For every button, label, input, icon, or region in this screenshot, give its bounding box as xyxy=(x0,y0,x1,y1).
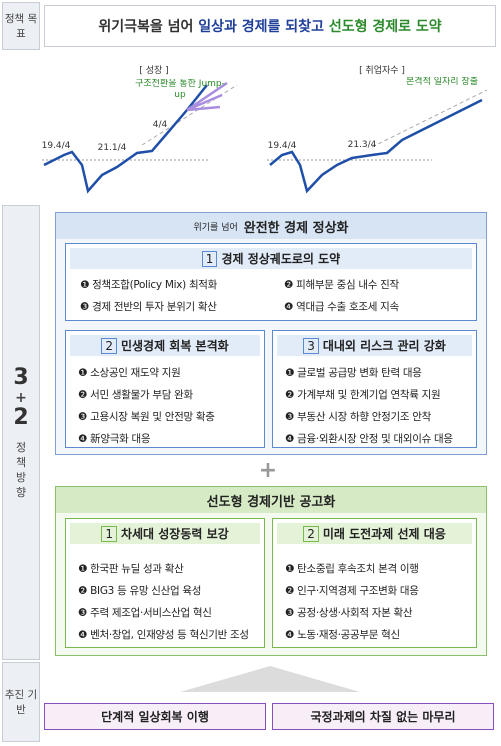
big-number: 3 xyxy=(13,364,29,390)
section-header: 1 차세대 성장동력 보강 xyxy=(70,523,260,544)
jobs-chart: [ 취업자수 ] 19.4/4 21.3/4 본격적 일자리 창출 xyxy=(267,65,488,194)
base-box: 국정과제의 차질 없는 마무리 xyxy=(272,703,494,730)
point-label: 19.4/4 xyxy=(268,141,297,151)
item: ❹ 벤처·창업, 인재양성 등 혁신기반 조성 xyxy=(78,629,249,641)
chart-label: [ 취업자수 ] xyxy=(359,65,405,76)
item: ❶ 소상공인 재도약 지원 xyxy=(78,367,181,379)
section-box: 1 경제 정상궤도로의 도약 ❶ 정책조합(Policy Mix) 최적화 ❷ 피해부… xyxy=(65,243,477,321)
direction-panel: 3 + 2 정책방향 xyxy=(2,205,40,660)
section-number: 2 xyxy=(101,338,117,354)
section-title: 경제 정상궤도로의 도약 xyxy=(221,252,341,266)
item: ❹ 노동·재정·공공부문 혁신 xyxy=(285,629,400,641)
section-header: 2 미래 도전과제 선제 대응 xyxy=(277,523,472,544)
plus-sign: + xyxy=(258,458,278,483)
section-title: 미래 도전과제 선제 대응 xyxy=(322,527,446,541)
item: ❷ BIG3 등 유망 신산업 육성 xyxy=(78,585,202,597)
section-box: 1 차세대 성장동력 보강 ❶ 한국판 뉴딜 성과 확산 ❷ BIG3 등 유망 신산… xyxy=(65,518,265,648)
item: ❹ 금융·외환시장 안정 및 대외이슈 대응 xyxy=(285,433,453,445)
section-number: 1 xyxy=(101,526,117,542)
section-title: 민생경제 회복 본격화 xyxy=(120,339,229,353)
section-number: 2 xyxy=(303,526,319,542)
header-title: 완전한 경제 정상화 xyxy=(243,220,349,236)
item: ❸ 부동산 시장 하향 안정기조 안착 xyxy=(285,411,431,423)
section-title: 대내외 리스크 관리 강화 xyxy=(322,339,446,353)
base-label: 추진 기반 xyxy=(2,662,40,742)
item: ❸ 주력 제조업·서비스산업 혁신 xyxy=(78,607,212,619)
point-label: 19.4/4 xyxy=(42,141,71,151)
item: ❶ 한국판 뉴딜 성과 확산 xyxy=(78,563,184,575)
charts: [ 성장 ] 19.4/4 21.1/4 4/4 구조전환을 통한 Jump-u… xyxy=(42,65,488,194)
section-header: 2 민생경제 회복 본격화 xyxy=(70,335,260,356)
chart-note: 본격적 일자리 창출 xyxy=(406,77,478,87)
jobs-line xyxy=(269,98,483,194)
section-box: 3 대내외 리스크 관리 강화 ❶ 글로벌 공급망 변화 탄력 대응 ❷ 가계부채 및… xyxy=(272,330,477,448)
trend xyxy=(371,89,488,148)
direction-label: 정책방향 xyxy=(15,440,27,499)
item: ❹ 역대급 수출 호조세 지속 xyxy=(284,301,399,313)
big-number: 2 xyxy=(13,404,29,430)
title-bar: 위기극복을 넘어 일상과 경제를 되찾고 선도형 경제로 도약 xyxy=(44,5,496,47)
title-part: 일상과 경제를 되찾고 xyxy=(198,19,329,35)
base-box: 단계적 일상회복 이행 xyxy=(44,703,266,730)
item: ❸ 경제 전반의 투자 분위기 확산 xyxy=(80,301,217,313)
growth-line xyxy=(43,84,208,194)
item: ❶ 글로벌 공급망 변화 탄력 대응 xyxy=(285,367,422,379)
item: ❸ 공정·상생·사회적 자본 확산 xyxy=(285,607,413,619)
item: ❷ 가계부채 및 한계기업 연착륙 지원 xyxy=(285,389,441,401)
item: ❷ 인구·지역경제 구조변화 대응 xyxy=(285,585,419,597)
section-header: 1 경제 정상궤도로의 도약 xyxy=(70,248,472,269)
point-label: 21.1/4 xyxy=(98,143,127,153)
box-header: 선도형 경제기반 공고화 xyxy=(56,487,486,513)
growth-chart: [ 성장 ] 19.4/4 21.1/4 4/4 구조전환을 통한 Jump-u… xyxy=(42,65,238,194)
box-header: 위기를 넘어 완전한 경제 정상화 xyxy=(56,213,486,239)
chart-label: [ 성장 ] xyxy=(139,65,168,76)
item: ❶ 정책조합(Policy Mix) 최적화 xyxy=(80,279,218,291)
goal-label: 정책 목표 xyxy=(2,2,40,50)
item: ❶ 탄소중립 후속조치 본격 이행 xyxy=(285,563,419,575)
item: ❷ 서민 생활물가 부담 완화 xyxy=(78,389,193,401)
item: ❹ 新양극화 대응 xyxy=(78,433,151,445)
title-part: 위기극복을 넘어 xyxy=(98,19,199,35)
section-number: 1 xyxy=(201,251,218,267)
section-header: 3 대내외 리스크 관리 강화 xyxy=(277,335,472,356)
chart-note: 구조전환을 통한 Jump-up xyxy=(135,79,225,100)
growth-arrows xyxy=(186,81,228,112)
header-prefix: 위기를 넘어 xyxy=(193,222,238,233)
item: ❷ 피해부문 중심 내수 진작 xyxy=(284,279,399,291)
point-label: 4/4 xyxy=(153,120,168,130)
section-box: 2 미래 도전과제 선제 대응 ❶ 탄소중립 후속조치 본격 이행 ❷ 인구·지역경제… xyxy=(272,518,477,648)
title-part: 선도형 경제로 도약 xyxy=(328,19,442,35)
point-label: 21.3/4 xyxy=(348,140,377,150)
section-number: 3 xyxy=(303,338,319,354)
arrow-shape xyxy=(180,666,360,692)
section-box: 2 민생경제 회복 본격화 ❶ 소상공인 재도약 지원 ❷ 서민 생활물가 부담 완화… xyxy=(65,330,265,448)
section-title: 차세대 성장동력 보강 xyxy=(120,527,229,541)
item: ❸ 고용시장 복원 및 안전망 확충 xyxy=(78,411,215,423)
big-plus: + xyxy=(15,389,27,406)
